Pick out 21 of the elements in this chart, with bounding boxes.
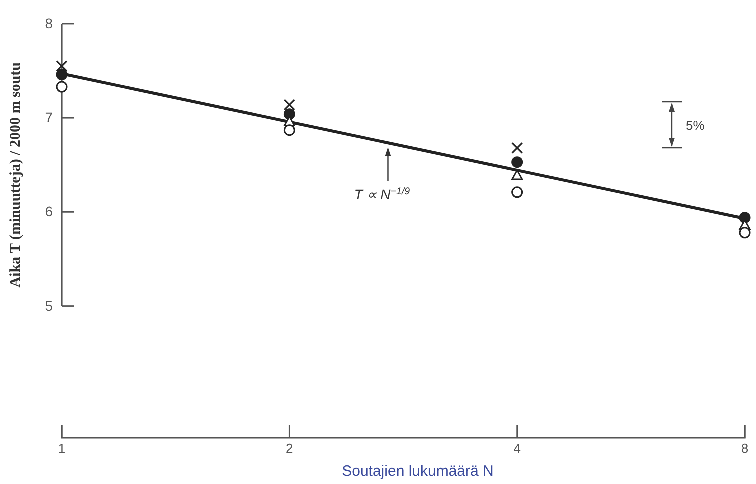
annotation: 5%: [686, 118, 706, 133]
y-tick-label: 8: [45, 15, 54, 32]
x-tick-label: 1: [58, 441, 66, 456]
point: [284, 124, 296, 136]
y-tick-label: 6: [45, 204, 54, 220]
point: [56, 69, 68, 81]
x-tick-label: 4: [514, 441, 521, 456]
y-axis-title: Aika T (minuutteja) / 2000 m soutu: [8, 62, 24, 288]
point: [512, 186, 524, 198]
annotation: T ∝ N$^{−1/9}$: [354, 186, 411, 202]
point: [284, 99, 296, 111]
point: [512, 142, 524, 154]
point: [56, 81, 68, 93]
x-tick-label: 2: [286, 441, 294, 456]
point: [56, 60, 68, 72]
point: [739, 227, 751, 239]
y-tick-label: 7: [45, 110, 54, 126]
y-tick-label: 5: [45, 298, 54, 314]
point: [512, 156, 524, 168]
x-axis-title: Soutajien lukumäärä N: [342, 463, 494, 480]
x-tick-label: 8: [741, 441, 749, 456]
